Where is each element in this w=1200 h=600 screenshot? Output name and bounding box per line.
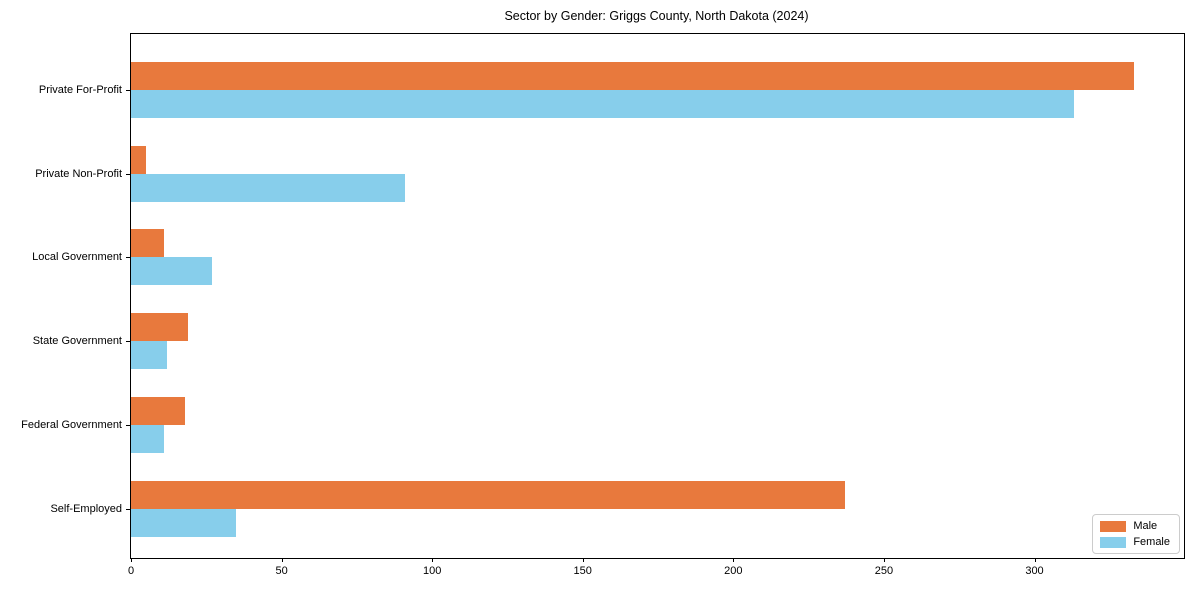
x-tick-mark [733,558,735,562]
y-tick-mark [126,90,130,91]
x-tick-label: 250 [874,565,894,577]
y-tick-label: Federal Government [21,418,122,431]
bar-female-3 [131,257,213,286]
bar-male-1 [131,62,1134,90]
legend-item-male: Male [1100,520,1170,532]
bar-male-4 [131,313,189,342]
x-tick-label: 100 [423,565,442,577]
x-tick-mark [883,558,885,562]
bar-female-4 [131,341,168,370]
legend: Male Female [1092,514,1180,554]
bar-male-2 [131,145,147,174]
bar-female-5 [131,424,165,453]
bar-female-1 [131,90,1074,118]
x-tick-mark [582,558,584,562]
chart-title: Sector by Gender: Griggs County, North D… [504,9,809,23]
x-tick-label: 200 [724,565,743,577]
x-tick-label: 300 [1025,565,1044,577]
plot-area: Private For-Profit Private Non-Profit Loca… [21,33,1185,577]
y-tick-label: Self-Employed [50,502,122,515]
bar-male-3 [131,229,165,258]
legend-item-female: Female [1100,536,1170,548]
legend-swatch-female [1100,536,1127,548]
y-tick-label: Local Government [32,251,122,264]
x-tick-mark [131,558,132,562]
legend-label: Female [1133,536,1170,548]
y-tick-label: Private For-Profit [38,84,122,96]
bar-female-2 [131,173,406,202]
bar-male-5 [131,396,186,425]
bar-male-6 [131,480,845,509]
y-tick-mark [126,508,130,510]
x-tick-mark [1034,558,1036,562]
y-tick-mark [126,341,130,343]
x-tick-label: 50 [275,565,288,577]
y-tick-mark [126,257,130,259]
y-tick-mark [126,424,130,426]
y-tick-label: State Government [32,335,122,348]
y-tick-mark [126,173,130,175]
bar-female-6 [131,508,237,537]
x-tick-label: 150 [573,565,592,577]
x-tick-label: 0 [127,565,135,577]
y-tick-label: Private Non-Profit [35,167,122,180]
legend-swatch-male [1100,520,1127,532]
legend-label: Male [1133,520,1158,532]
x-tick-mark [281,558,283,562]
x-tick-mark [432,558,434,562]
